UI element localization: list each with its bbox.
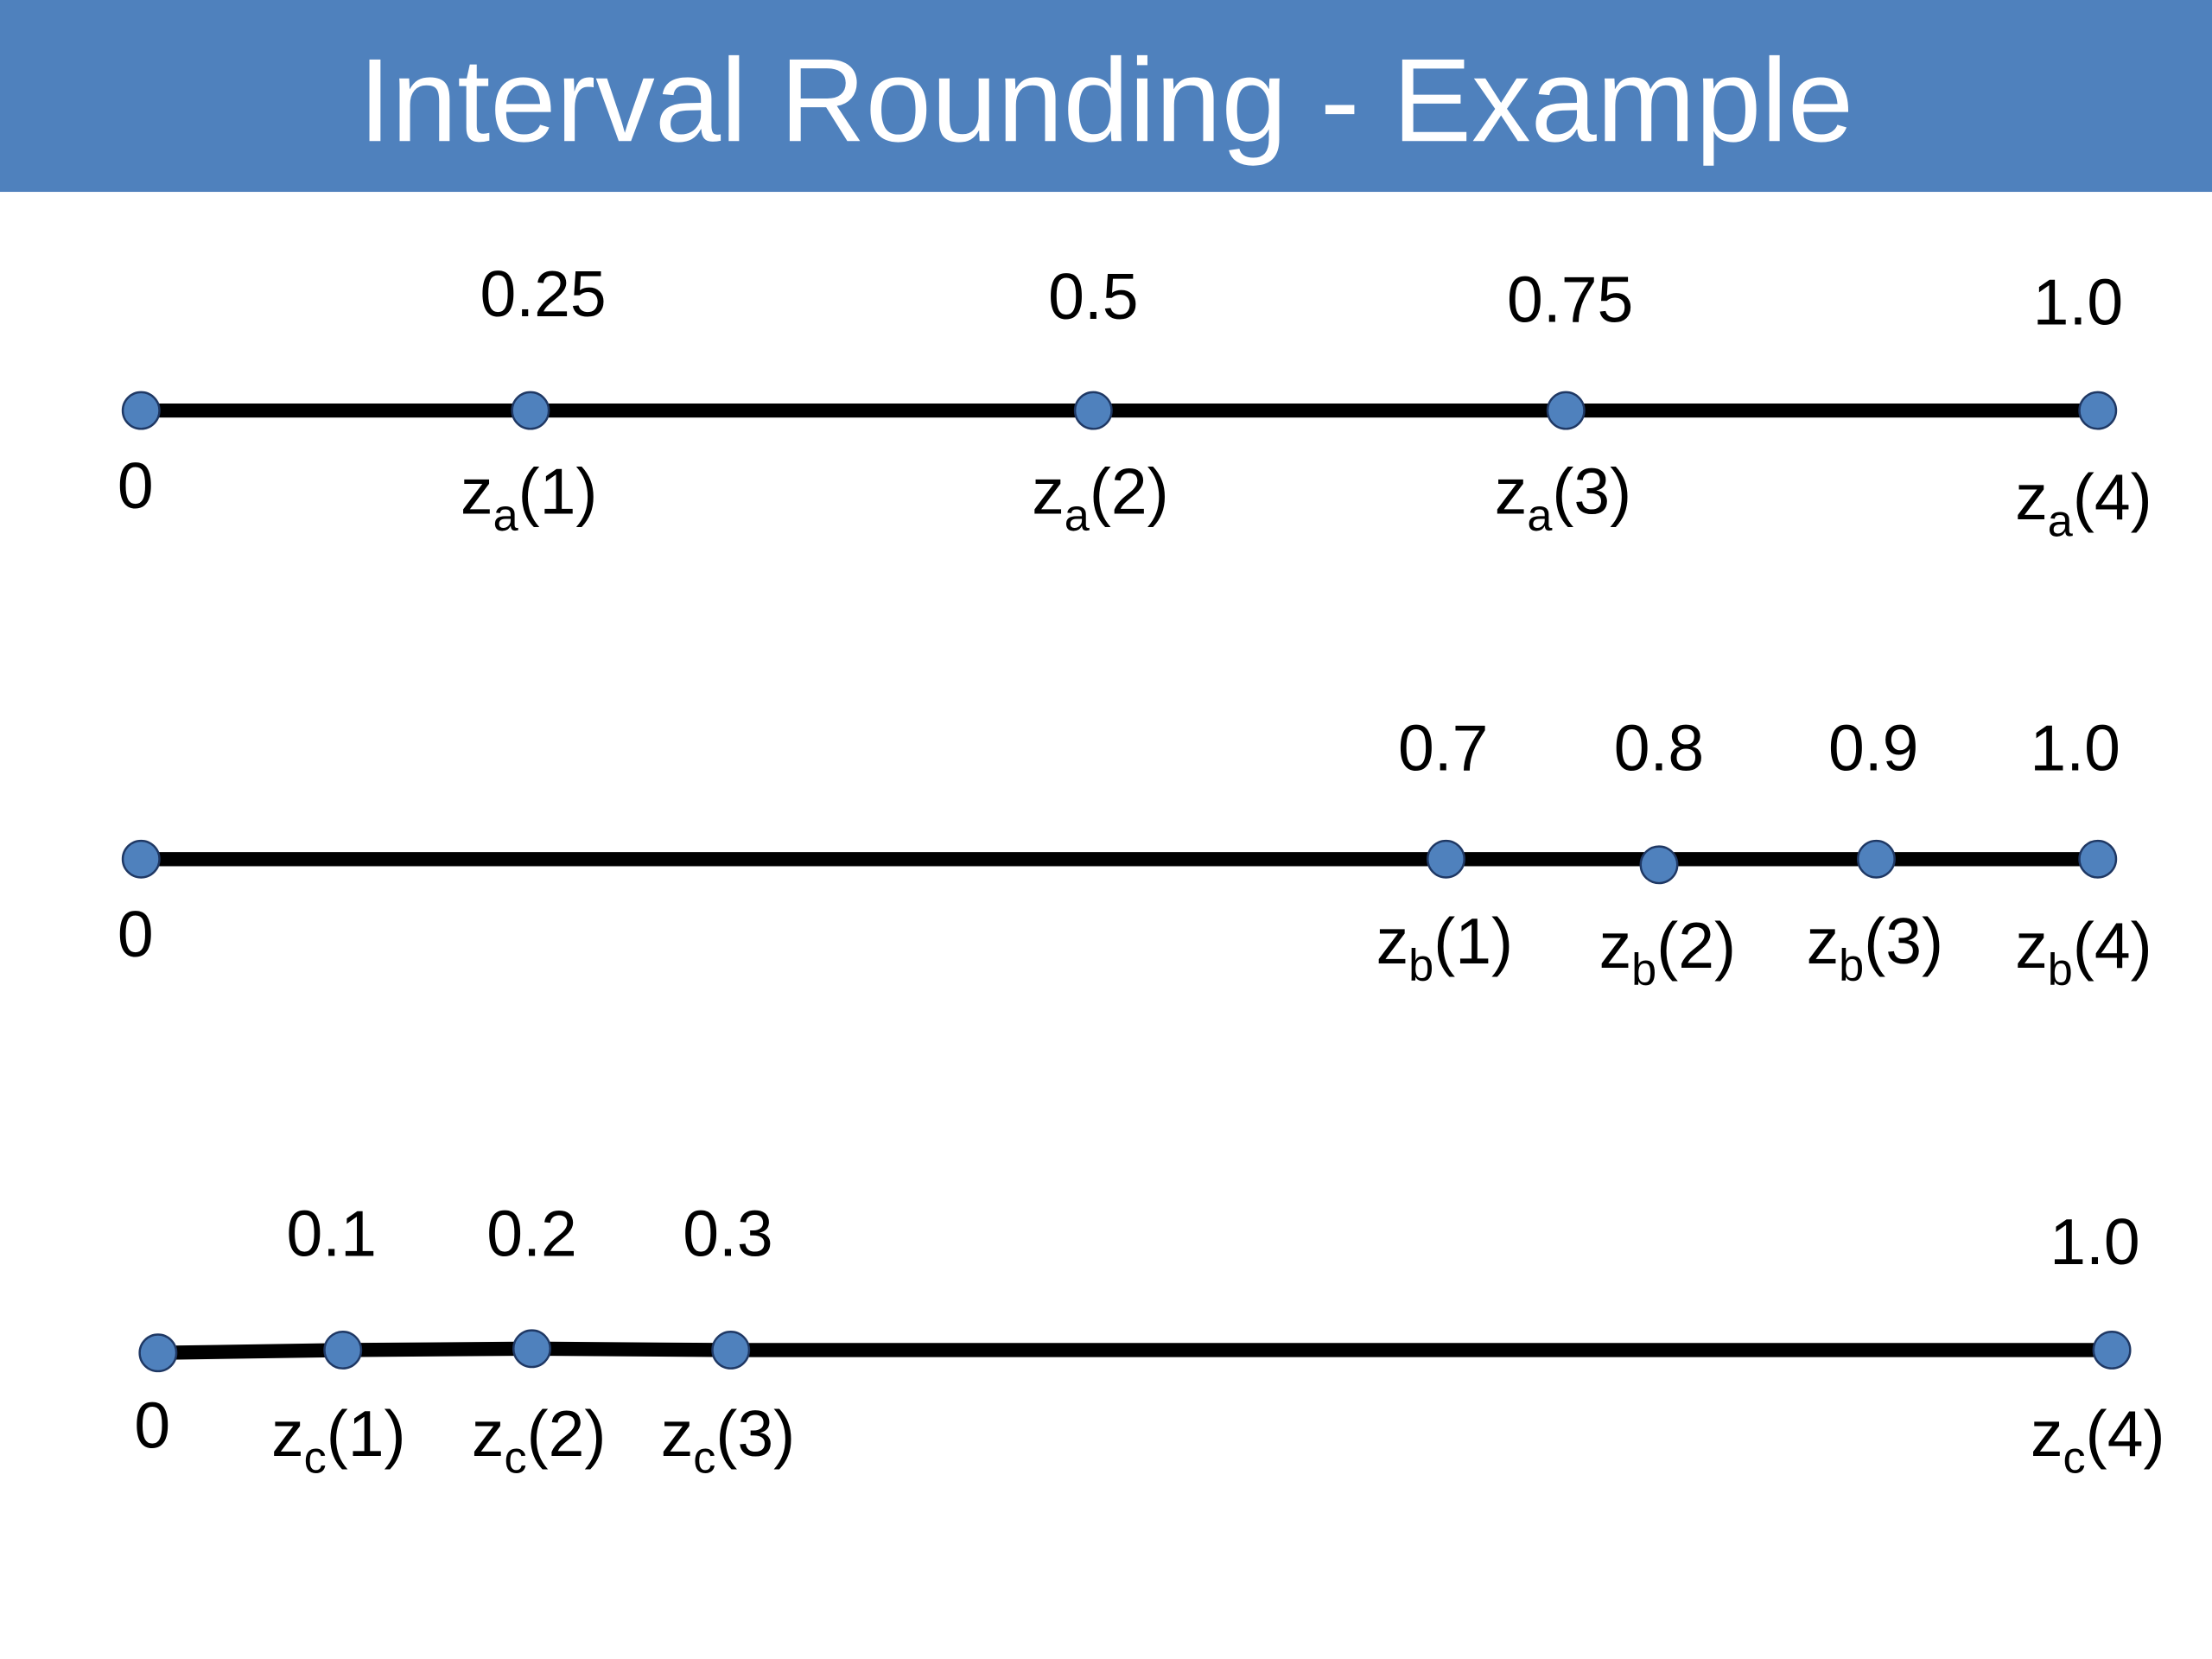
point bbox=[2078, 391, 2118, 430]
point-label: za(2) bbox=[1032, 454, 1168, 541]
point-label-argument: (2) bbox=[1090, 454, 1169, 527]
point-label-argument: (4) bbox=[2073, 909, 2152, 982]
point-label-subscript: a bbox=[1065, 491, 1090, 541]
point-label-argument: (2) bbox=[1656, 909, 1736, 982]
point-label-base: z bbox=[271, 1397, 304, 1470]
title: Interval Rounding - Example bbox=[359, 35, 1853, 167]
point bbox=[1546, 391, 1586, 430]
point-label-subscript: c bbox=[304, 1433, 327, 1483]
point-label: zc(3) bbox=[661, 1397, 795, 1484]
point-label-argument: (1) bbox=[1433, 905, 1513, 977]
point-label: zc(1) bbox=[271, 1397, 405, 1484]
point-label-argument: (2) bbox=[527, 1397, 607, 1470]
number-line bbox=[157, 1341, 2113, 1360]
value-label: 0.5 bbox=[1048, 260, 1138, 333]
point-label-argument: (4) bbox=[2086, 1397, 2165, 1470]
value-label: 1.0 bbox=[2033, 266, 2123, 339]
point-label-argument: (3) bbox=[1864, 905, 1943, 977]
point-label-subscript: a bbox=[493, 491, 519, 541]
point bbox=[1639, 845, 1679, 885]
point-label-subscript: b bbox=[1631, 945, 1656, 995]
point-label-argument: (3) bbox=[715, 1397, 795, 1470]
point bbox=[323, 1331, 363, 1370]
point bbox=[1073, 391, 1113, 430]
point-label-argument: (3) bbox=[1552, 454, 1631, 527]
point-label-base: z bbox=[1376, 905, 1409, 977]
point-label-base: z bbox=[2015, 461, 2048, 533]
point bbox=[121, 391, 161, 430]
value-label: 0.2 bbox=[486, 1197, 576, 1269]
title-bar bbox=[0, 0, 2212, 193]
value-label: 0.1 bbox=[286, 1197, 376, 1269]
value-label: 0.8 bbox=[1614, 712, 1704, 785]
point-label-base: z bbox=[1807, 905, 1840, 977]
point-label-base: z bbox=[1032, 454, 1065, 527]
point-label-subscript: c bbox=[693, 1433, 715, 1483]
point-label-subscript: a bbox=[2048, 496, 2074, 546]
point-label: zb(4) bbox=[2015, 909, 2152, 995]
point bbox=[2078, 839, 2118, 879]
point bbox=[121, 839, 161, 879]
point-label: zb(3) bbox=[1807, 905, 1943, 991]
point-label: za(4) bbox=[2015, 461, 2152, 547]
point-label-base: z bbox=[461, 454, 493, 527]
point-label: zb(2) bbox=[1599, 909, 1736, 995]
point-label-argument: (1) bbox=[518, 454, 598, 527]
point bbox=[1427, 839, 1465, 879]
point bbox=[2092, 1331, 2132, 1370]
point bbox=[512, 1329, 551, 1369]
value-label: 0.7 bbox=[1398, 712, 1488, 785]
point-label-base: z bbox=[1495, 454, 1528, 527]
point-label: zc(4) bbox=[2031, 1397, 2164, 1484]
point-label-subscript: b bbox=[1408, 941, 1433, 991]
point-label-base: z bbox=[2031, 1397, 2063, 1470]
point bbox=[1856, 839, 1896, 879]
origin-label: 0 bbox=[118, 898, 154, 970]
value-label: 0.75 bbox=[1507, 263, 1633, 335]
point-label-subscript: b bbox=[2048, 945, 2073, 995]
point-label-base: z bbox=[2015, 909, 2048, 982]
point-label-argument: (1) bbox=[327, 1397, 406, 1470]
point-label-base: z bbox=[472, 1397, 505, 1470]
origin-label: 0 bbox=[118, 449, 154, 522]
value-label: 0.9 bbox=[1828, 712, 1918, 785]
point-label: zb(1) bbox=[1376, 905, 1513, 991]
point bbox=[138, 1333, 178, 1373]
point-label-base: z bbox=[1599, 909, 1632, 982]
value-label: 1.0 bbox=[2050, 1205, 2139, 1278]
point-label-subscript: b bbox=[1839, 941, 1864, 991]
value-label: 0.25 bbox=[480, 257, 606, 330]
point-label-argument: (4) bbox=[2073, 461, 2152, 533]
value-label: 0.3 bbox=[683, 1197, 772, 1269]
point-label: za(1) bbox=[461, 454, 597, 541]
point-label: za(3) bbox=[1495, 454, 1631, 541]
point bbox=[511, 391, 550, 430]
origin-label: 0 bbox=[134, 1389, 170, 1461]
point-label-subscript: c bbox=[504, 1433, 526, 1483]
point-label-subscript: c bbox=[2063, 1433, 2086, 1483]
point-label: zc(2) bbox=[472, 1397, 606, 1484]
point-label-subscript: a bbox=[1527, 491, 1553, 541]
value-label: 1.0 bbox=[2030, 712, 2120, 785]
point-label-base: z bbox=[661, 1397, 694, 1470]
point bbox=[711, 1331, 751, 1370]
